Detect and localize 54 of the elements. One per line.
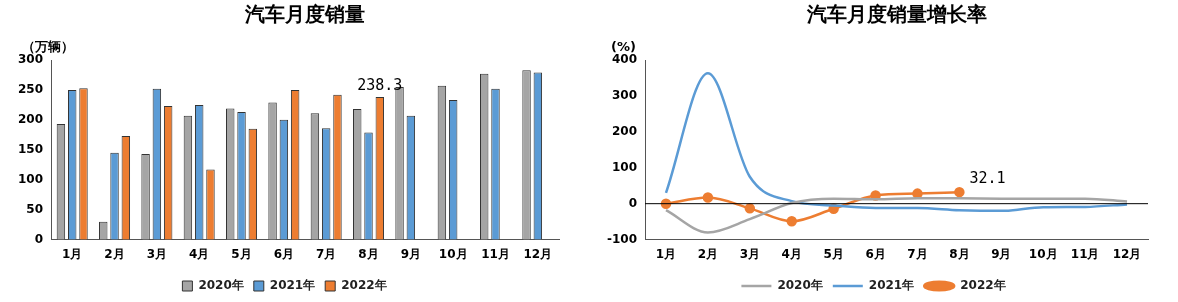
- legend-label: 2021年: [868, 278, 915, 293]
- point: [954, 186, 965, 198]
- y-axis-title: (%): [611, 39, 636, 55]
- data-label: 32.1: [969, 168, 1006, 187]
- x-tick-label: 2月: [104, 246, 125, 261]
- legend-label: 2022年: [341, 278, 387, 293]
- x-tick-label: 10月: [1028, 246, 1058, 261]
- x-tick-label: 9月: [400, 246, 422, 261]
- legend-label: 2020年: [198, 278, 244, 293]
- x-tick-label: 11月: [1070, 246, 1100, 261]
- point: [912, 188, 923, 199]
- legend-label: 2020年: [777, 278, 823, 293]
- x-tick-label: 9月: [991, 246, 1012, 261]
- line-series: [664, 72, 1129, 213]
- x-tick-label: 7月: [316, 246, 337, 261]
- x-tick-label: 7月: [907, 246, 928, 261]
- x-tick-label: 4月: [189, 246, 210, 261]
- x-tick-label: 12月: [523, 246, 553, 261]
- x-tick-label: 5月: [231, 246, 252, 261]
- chart-title: 汽车月度销量增长率: [805, 2, 987, 27]
- x-tick-label: 6月: [273, 246, 295, 261]
- x-tick-label: 1月: [655, 246, 677, 261]
- x-tick-label: 3月: [146, 246, 168, 261]
- y-tick-label: 0: [34, 231, 44, 246]
- y-tick-label: 250: [17, 82, 44, 97]
- point: [702, 192, 714, 203]
- y-tick-label: 100: [17, 171, 44, 186]
- x-tick-label: 5月: [823, 246, 844, 261]
- x-tick-label: 8月: [358, 246, 379, 261]
- y-tick-label: 50: [26, 201, 44, 216]
- chart-title: 汽车月度销量: [244, 2, 366, 27]
- y-tick-label: 100: [611, 159, 638, 174]
- legend-label: 2021年: [269, 278, 316, 293]
- y-tick-label: 300: [611, 88, 638, 103]
- y-tick-label: 200: [611, 123, 638, 138]
- x-tick-label: 10月: [438, 246, 468, 261]
- y-tick-label: -100: [607, 231, 638, 246]
- x-tick-label: 2月: [697, 246, 719, 261]
- point: [744, 203, 756, 214]
- x-tick-label: 1月: [62, 246, 83, 261]
- y-axis-title: （万辆）: [22, 39, 74, 55]
- y-tick-label: 0: [628, 195, 638, 210]
- legend-label: 2022年: [960, 278, 1006, 293]
- y-tick-label: 200: [17, 111, 44, 126]
- x-tick-label: 6月: [865, 246, 886, 261]
- x-tick-label: 3月: [739, 246, 760, 261]
- x-tick-label: 4月: [781, 246, 802, 261]
- x-tick-label: 8月: [949, 246, 970, 261]
- y-tick-label: 150: [17, 141, 44, 156]
- x-tick-label: 11月: [481, 246, 510, 261]
- point: [786, 216, 797, 227]
- y-tick-label: 400: [611, 52, 638, 67]
- x-tick-label: 12月: [1112, 246, 1142, 261]
- data-label: 238.3: [357, 76, 403, 95]
